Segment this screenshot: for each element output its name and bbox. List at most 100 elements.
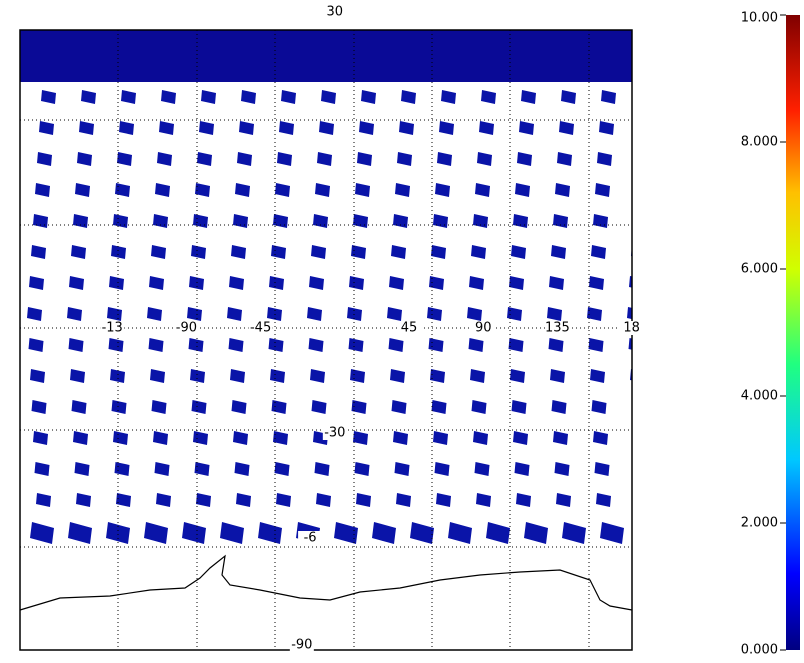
swath-block xyxy=(237,152,252,166)
swath-block xyxy=(274,462,290,476)
swath-block xyxy=(317,152,332,166)
swath-block xyxy=(509,276,524,290)
swath-block xyxy=(307,307,322,321)
swath-block xyxy=(555,183,570,197)
swath-block xyxy=(351,245,366,259)
swath-block xyxy=(517,152,532,166)
swath-block xyxy=(393,214,408,228)
swath-block xyxy=(399,121,414,135)
swath-block xyxy=(468,338,484,352)
swath-block xyxy=(241,90,256,104)
swath-block xyxy=(448,522,472,544)
swath-block xyxy=(401,90,416,104)
swath-block xyxy=(473,431,488,445)
swath-block xyxy=(119,121,134,135)
grid-label: -90 xyxy=(291,638,312,653)
swath-block xyxy=(591,245,606,259)
swath-block xyxy=(276,493,291,507)
swath-block xyxy=(388,338,404,352)
swath-block xyxy=(553,431,568,445)
colorbar-label: 8.000 xyxy=(741,135,778,150)
swath-data xyxy=(20,30,648,544)
swath-block xyxy=(81,90,96,104)
swath-block xyxy=(68,338,84,352)
swath-block xyxy=(471,245,486,259)
swath-block xyxy=(387,307,402,321)
swath-block xyxy=(514,462,530,476)
swath-block xyxy=(314,462,330,476)
swath-block xyxy=(315,183,330,197)
colorbar-label: 0.000 xyxy=(741,643,778,658)
swath-block xyxy=(233,214,248,228)
swath-block xyxy=(511,245,526,259)
swath-block xyxy=(74,462,90,476)
swath-block xyxy=(35,183,50,197)
swath-block xyxy=(601,90,616,104)
swath-block xyxy=(593,214,608,228)
swath-block xyxy=(156,493,171,507)
swath-block xyxy=(593,431,608,445)
label-bg xyxy=(174,321,199,335)
swath-block xyxy=(73,214,88,228)
label-bg xyxy=(322,426,347,440)
swath-block xyxy=(513,431,528,445)
swath-block xyxy=(390,369,405,383)
swath-block xyxy=(551,400,567,414)
swath-block xyxy=(36,493,51,507)
swath-block xyxy=(599,121,614,135)
swath-block xyxy=(31,245,46,259)
swath-block xyxy=(515,183,530,197)
swath-block xyxy=(553,214,568,228)
swath-block xyxy=(193,431,208,445)
label-bg xyxy=(298,531,323,545)
swath-block xyxy=(279,121,294,135)
swath-block xyxy=(561,90,576,104)
swath-block xyxy=(350,369,365,383)
swath-block xyxy=(271,400,287,414)
colorbar-label: 4.000 xyxy=(741,389,778,404)
swath-block xyxy=(359,121,374,135)
swath-block xyxy=(356,493,371,507)
swath-block xyxy=(439,121,454,135)
swath-block xyxy=(239,121,254,135)
swath-block xyxy=(475,183,490,197)
map-frame xyxy=(19,29,633,651)
grid-label: -6 xyxy=(304,531,317,546)
swath-block xyxy=(511,400,527,414)
swath-block xyxy=(28,338,44,352)
swath-block xyxy=(151,400,167,414)
swath-block xyxy=(435,183,450,197)
antarctica-coast xyxy=(19,554,633,611)
swath-block xyxy=(190,369,205,383)
swath-block xyxy=(437,152,452,166)
swath-block xyxy=(154,462,170,476)
swath-block xyxy=(628,338,632,350)
swath-block xyxy=(67,307,82,321)
swath-block xyxy=(29,276,44,290)
grid-label: 18 xyxy=(623,321,640,336)
polar-band xyxy=(20,30,632,82)
swath-block xyxy=(389,276,404,290)
colorbar-label: 2.000 xyxy=(741,516,778,531)
swath-block xyxy=(519,121,534,135)
swath-block xyxy=(71,400,87,414)
swath-block xyxy=(110,369,125,383)
swath-block xyxy=(548,338,564,352)
swath-block xyxy=(476,493,491,507)
swath-block xyxy=(430,369,445,383)
swath-block xyxy=(556,493,571,507)
labels: 30 -13 -90 -45 45 90 135 18 -30 -6 -90 10.00 8.000 6.… xyxy=(100,5,786,658)
swath-block xyxy=(351,400,367,414)
swath-block xyxy=(507,307,522,321)
swath-block xyxy=(559,121,574,135)
swath-block xyxy=(633,214,648,228)
swath-block xyxy=(108,338,124,352)
swath-block xyxy=(201,90,216,104)
swath-block xyxy=(187,307,202,321)
swath-block xyxy=(631,405,632,412)
swath-block xyxy=(114,462,130,476)
label-bg xyxy=(100,321,125,335)
swath-block xyxy=(115,183,130,197)
swath-block xyxy=(117,152,132,166)
swath-block xyxy=(228,338,244,352)
